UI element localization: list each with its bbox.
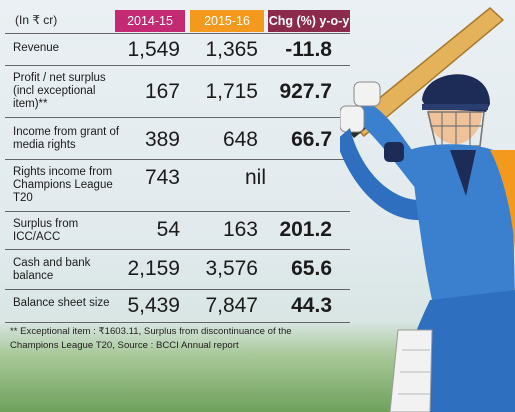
row-label: Surplus from ICC/ACC	[13, 218, 79, 243]
financial-table: (In ₹ cr) 2014-15 2015-16 Chg (%) y-o-y …	[5, 7, 350, 323]
value-change: 201.2	[279, 218, 332, 241]
value-2015-16: 3,576	[205, 257, 258, 280]
value-change: 66.7	[291, 128, 332, 151]
value-2014-15: 54	[156, 218, 180, 241]
row-label: Rights income from Champions League T20	[13, 166, 113, 204]
value-2015-16: 1,715	[205, 80, 258, 103]
table-row-cash-balance: Cash and bank balance 2,159 3,576 65.6	[5, 249, 350, 289]
table-row-icc-acc: Surplus from ICC/ACC 54 163 201.2	[5, 211, 350, 249]
footnote: ** Exceptional item : ₹1603.11, Surplus …	[10, 326, 292, 351]
table-row-revenue: Revenue 1,549 1,365 -11.8	[5, 33, 350, 65]
glove-icon	[353, 81, 381, 107]
value-change: 927.7	[279, 80, 332, 103]
value-2015-16: 7,847	[205, 294, 258, 317]
value-2015-16: 163	[222, 218, 258, 241]
value-change: 44.3	[291, 294, 332, 317]
change-header: Chg (%) y-o-y	[268, 10, 350, 32]
year-2015-16-header: 2015-16	[190, 10, 264, 32]
table-row-champions-league: Rights income from Champions League T20 …	[5, 159, 350, 211]
table-header: (In ₹ cr) 2014-15 2015-16 Chg (%) y-o-y	[5, 7, 350, 33]
value-2014-15: 167	[144, 80, 180, 103]
value-2014-15: 1,549	[127, 38, 180, 61]
value-2014-15: 2,159	[127, 257, 180, 280]
value-2015-16: 1,365	[205, 38, 258, 61]
value-change: 65.6	[291, 257, 332, 280]
value-change: -11.8	[285, 38, 332, 61]
row-label: Balance sheet size	[13, 297, 110, 309]
glove-icon	[340, 105, 365, 133]
value-2014-15: 743	[144, 166, 180, 189]
table-row-profit: Profit / net surplus (incl exceptional i…	[5, 65, 350, 117]
year-2014-15-header: 2014-15	[115, 10, 185, 32]
unit-label: (In ₹ cr)	[15, 13, 58, 27]
value-2014-15: 389	[144, 128, 180, 151]
table-row-media-rights: Income from grant of media rights 389 64…	[5, 117, 350, 159]
row-label: Income from grant of media rights	[13, 126, 120, 151]
row-label: Revenue	[13, 42, 60, 54]
value-2014-15: 5,439	[127, 294, 180, 317]
value-2015-16: nil	[244, 166, 266, 189]
table-row-balance-sheet: Balance sheet size 5,439 7,847 44.3	[5, 289, 350, 323]
row-label: Profit / net surplus (incl exceptional i…	[13, 72, 106, 110]
value-2015-16: 648	[222, 128, 258, 151]
helmet-icon	[422, 74, 490, 147]
row-label: Cash and bank balance	[13, 257, 91, 282]
batting-pad-icon	[389, 329, 433, 412]
cricket-batsman-illustration	[340, 7, 515, 412]
